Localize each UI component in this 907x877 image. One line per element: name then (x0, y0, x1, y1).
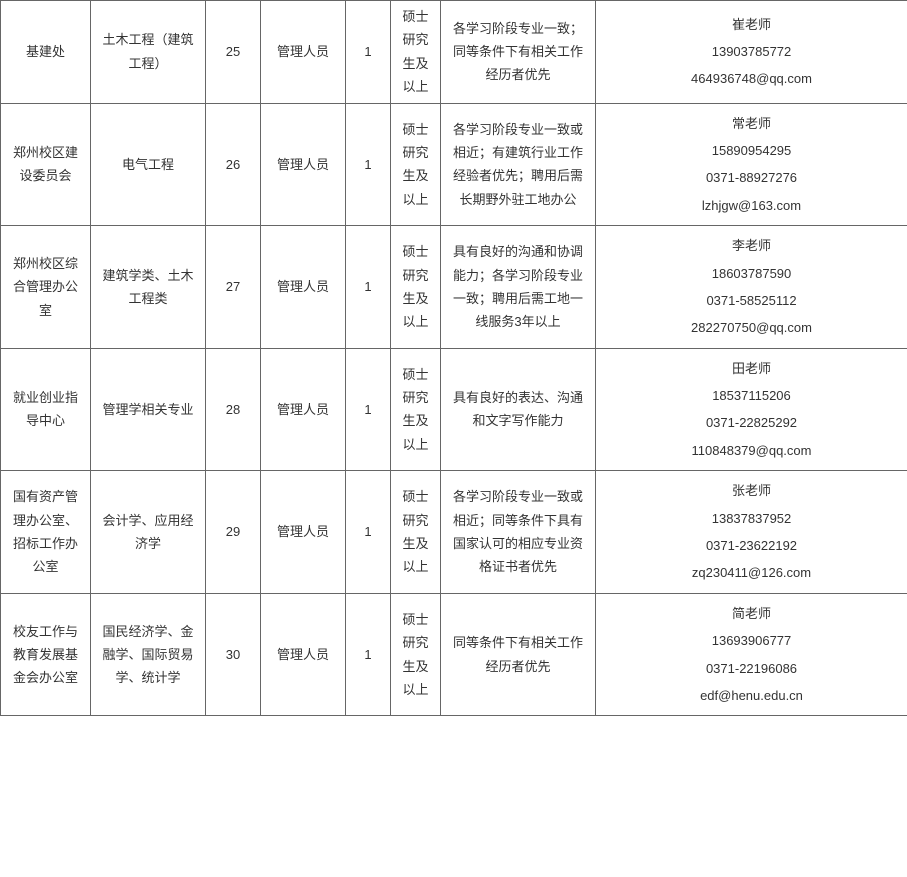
contact-cell: 李老师 18603787590 0371-58525112 282270750@qq.… (596, 226, 907, 349)
position-cell: 管理人员 (261, 1, 346, 104)
count-cell: 1 (346, 471, 391, 594)
edu-cell: 硕士研究生及以上 (391, 1, 441, 104)
contact-line: 张老师 (602, 479, 901, 502)
table-row: 国有资产管理办公室、招标工作办公室会计学、应用经济学29管理人员1硕士研究生及以… (1, 471, 907, 594)
contact-line: 15890954295 (602, 139, 901, 162)
position-cell: 管理人员 (261, 593, 346, 716)
major-cell: 管理学相关专业 (91, 348, 206, 471)
req-cell: 具有良好的表达、沟通和文字写作能力 (441, 348, 596, 471)
count-cell: 1 (346, 1, 391, 104)
count-cell: 1 (346, 103, 391, 226)
contact-line: 0371-22825292 (602, 411, 901, 434)
contact-line: 18537115206 (602, 384, 901, 407)
req-cell: 同等条件下有相关工作经历者优先 (441, 593, 596, 716)
req-cell: 具有良好的沟通和协调能力；各学习阶段专业一致；聘用后需工地一线服务3年以上 (441, 226, 596, 349)
contact-line: 崔老师 (602, 13, 901, 36)
contact-line: edf@henu.edu.cn (602, 684, 901, 707)
contact-line: 0371-88927276 (602, 166, 901, 189)
position-cell: 管理人员 (261, 348, 346, 471)
contact-cell: 常老师 15890954295 0371-88927276 lzhjgw@163.co… (596, 103, 907, 226)
edu-cell: 硕士研究生及以上 (391, 226, 441, 349)
contact-line: 13903785772 (602, 40, 901, 63)
contact-line: 18603787590 (602, 262, 901, 285)
major-cell: 电气工程 (91, 103, 206, 226)
contact-line: 282270750@qq.com (602, 316, 901, 339)
table-row: 郑州校区建设委员会电气工程26管理人员1硕士研究生及以上各学习阶段专业一致或相近… (1, 103, 907, 226)
contact-line: 简老师 (602, 602, 901, 625)
dept-cell: 国有资产管理办公室、招标工作办公室 (1, 471, 91, 594)
contact-line: 0371-22196086 (602, 657, 901, 680)
dept-cell: 郑州校区建设委员会 (1, 103, 91, 226)
dept-cell: 基建处 (1, 1, 91, 104)
position-cell: 管理人员 (261, 226, 346, 349)
req-cell: 各学习阶段专业一致或相近；同等条件下具有国家认可的相应专业资格证书者优先 (441, 471, 596, 594)
contact-line: 0371-23622192 (602, 534, 901, 557)
job-table: 基建处土木工程（建筑工程）25管理人员1硕士研究生及以上各学习阶段专业一致；同等… (0, 0, 907, 716)
contact-cell: 田老师 18537115206 0371-22825292 110848379@qq.… (596, 348, 907, 471)
major-cell: 建筑学类、土木工程类 (91, 226, 206, 349)
contact-line: lzhjgw@163.com (602, 194, 901, 217)
contact-cell: 崔老师 13903785772 464936748@qq.com (596, 1, 907, 104)
edu-cell: 硕士研究生及以上 (391, 593, 441, 716)
contact-cell: 简老师 13693906777 0371-22196086 edf@henu.edu.… (596, 593, 907, 716)
dept-cell: 郑州校区综合管理办公室 (1, 226, 91, 349)
contact-line: zq230411@126.com (602, 561, 901, 584)
edu-cell: 硕士研究生及以上 (391, 348, 441, 471)
contact-line: 13693906777 (602, 629, 901, 652)
code-cell: 27 (206, 226, 261, 349)
contact-cell: 张老师 13837837952 0371-23622192 zq230411@126.… (596, 471, 907, 594)
code-cell: 30 (206, 593, 261, 716)
table-row: 就业创业指导中心管理学相关专业28管理人员1硕士研究生及以上具有良好的表达、沟通… (1, 348, 907, 471)
req-cell: 各学习阶段专业一致；同等条件下有相关工作经历者优先 (441, 1, 596, 104)
count-cell: 1 (346, 226, 391, 349)
position-cell: 管理人员 (261, 103, 346, 226)
code-cell: 28 (206, 348, 261, 471)
dept-cell: 校友工作与教育发展基金会办公室 (1, 593, 91, 716)
edu-cell: 硕士研究生及以上 (391, 471, 441, 594)
contact-line: 464936748@qq.com (602, 67, 901, 90)
edu-cell: 硕士研究生及以上 (391, 103, 441, 226)
contact-line: 0371-58525112 (602, 289, 901, 312)
major-cell: 会计学、应用经济学 (91, 471, 206, 594)
contact-line: 13837837952 (602, 507, 901, 530)
req-cell: 各学习阶段专业一致或相近；有建筑行业工作经验者优先；聘用后需长期野外驻工地办公 (441, 103, 596, 226)
count-cell: 1 (346, 593, 391, 716)
major-cell: 国民经济学、金融学、国际贸易学、统计学 (91, 593, 206, 716)
table-row: 校友工作与教育发展基金会办公室国民经济学、金融学、国际贸易学、统计学30管理人员… (1, 593, 907, 716)
contact-line: 李老师 (602, 234, 901, 257)
table-row: 基建处土木工程（建筑工程）25管理人员1硕士研究生及以上各学习阶段专业一致；同等… (1, 1, 907, 104)
dept-cell: 就业创业指导中心 (1, 348, 91, 471)
code-cell: 26 (206, 103, 261, 226)
major-cell: 土木工程（建筑工程） (91, 1, 206, 104)
contact-line: 常老师 (602, 112, 901, 135)
contact-line: 110848379@qq.com (602, 439, 901, 462)
contact-line: 田老师 (602, 357, 901, 380)
code-cell: 29 (206, 471, 261, 594)
table-row: 郑州校区综合管理办公室建筑学类、土木工程类27管理人员1硕士研究生及以上具有良好… (1, 226, 907, 349)
count-cell: 1 (346, 348, 391, 471)
position-cell: 管理人员 (261, 471, 346, 594)
code-cell: 25 (206, 1, 261, 104)
